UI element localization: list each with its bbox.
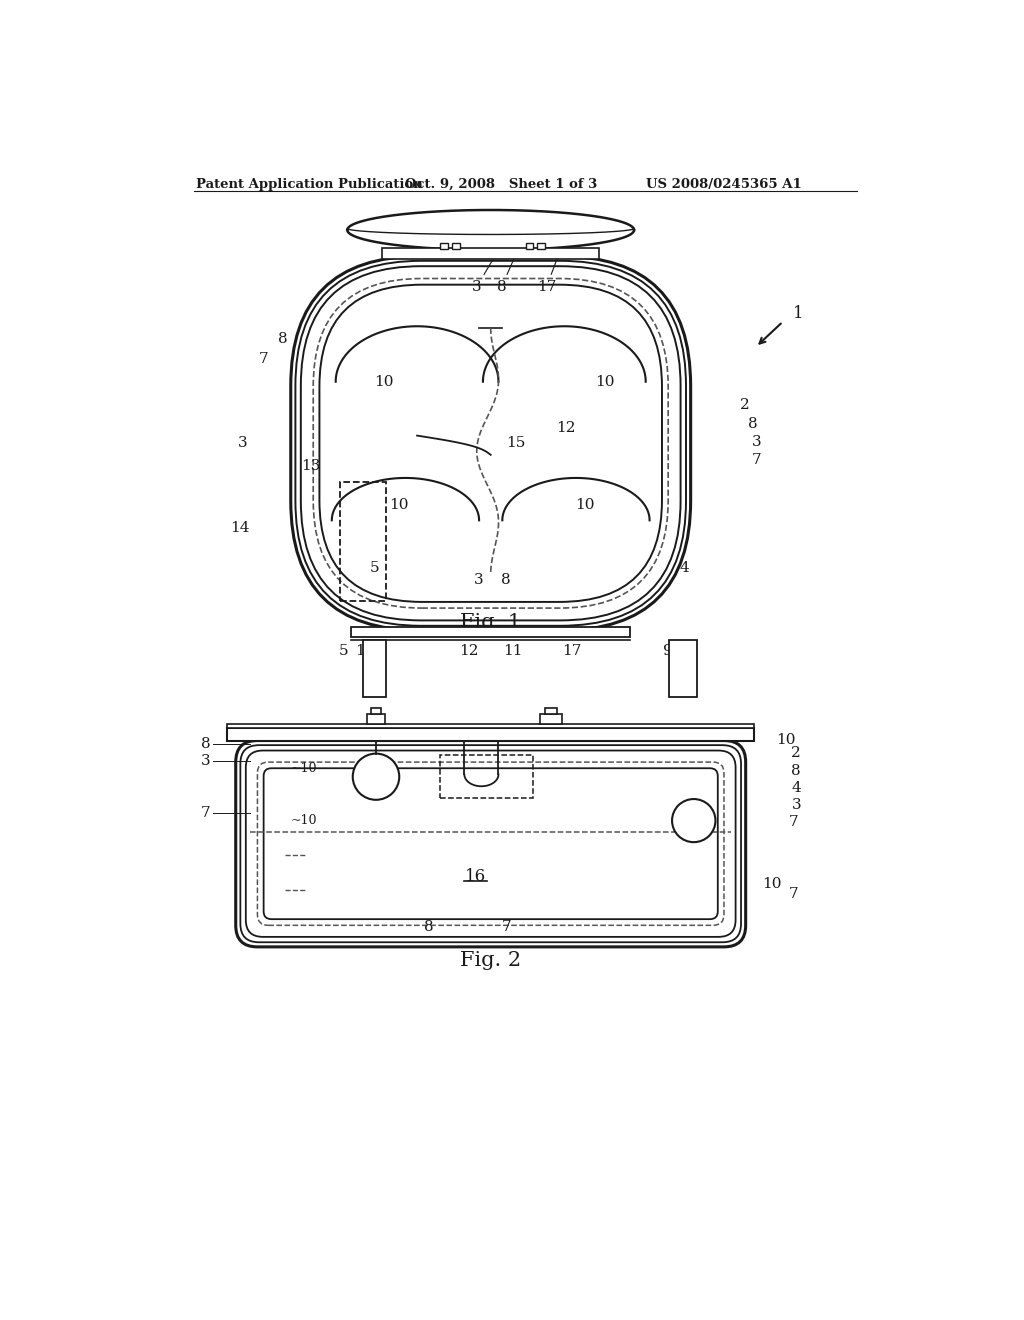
Bar — [371, 709, 381, 714]
Text: 9: 9 — [663, 644, 673, 659]
Text: 15: 15 — [506, 437, 525, 450]
Text: 10: 10 — [776, 733, 796, 747]
Text: 17: 17 — [562, 644, 582, 659]
Text: 4: 4 — [792, 781, 801, 795]
Text: 8: 8 — [502, 573, 511, 586]
Text: Patent Application Publication: Patent Application Publication — [197, 178, 423, 190]
Bar — [351, 627, 630, 638]
Text: 7: 7 — [259, 351, 268, 366]
Text: 8: 8 — [792, 763, 801, 777]
Text: 3: 3 — [201, 754, 210, 767]
Text: 3: 3 — [474, 573, 484, 586]
Circle shape — [672, 799, 716, 842]
Bar — [440, 243, 449, 249]
Bar — [227, 729, 755, 741]
Text: 10: 10 — [575, 498, 595, 512]
Text: US 2008/0245365 A1: US 2008/0245365 A1 — [646, 178, 802, 190]
Text: ~10: ~10 — [291, 814, 317, 828]
Text: 3: 3 — [472, 252, 497, 294]
Text: 2: 2 — [740, 397, 750, 412]
Text: 7: 7 — [201, 807, 210, 820]
Text: 7: 7 — [790, 887, 799, 900]
Text: 7: 7 — [752, 453, 762, 467]
Circle shape — [352, 754, 399, 800]
FancyBboxPatch shape — [291, 256, 690, 631]
Bar — [362, 640, 386, 697]
Bar — [545, 709, 557, 714]
Text: 12: 12 — [556, 421, 575, 434]
Text: 8: 8 — [201, 737, 210, 751]
Text: 14: 14 — [230, 521, 250, 535]
Text: 10: 10 — [374, 375, 393, 388]
Text: 13: 13 — [301, 459, 321, 474]
Text: 10: 10 — [595, 375, 614, 388]
Text: 16: 16 — [465, 867, 485, 884]
Text: ~10: ~10 — [291, 762, 317, 775]
Text: 7: 7 — [790, 816, 799, 829]
Bar — [669, 640, 697, 697]
Bar — [340, 482, 386, 601]
Text: 3: 3 — [752, 434, 762, 449]
Text: 8: 8 — [279, 333, 288, 346]
Text: 5: 5 — [339, 644, 348, 659]
Bar — [382, 248, 599, 259]
Bar — [452, 243, 460, 249]
Text: 8: 8 — [497, 252, 517, 294]
Text: 8: 8 — [424, 920, 433, 933]
Bar — [227, 723, 755, 729]
Text: 7: 7 — [502, 920, 511, 933]
Text: 3: 3 — [792, 799, 801, 812]
Text: 8: 8 — [748, 417, 758, 432]
Text: Fig. 2: Fig. 2 — [460, 952, 521, 970]
Text: 5: 5 — [370, 561, 379, 576]
FancyBboxPatch shape — [236, 741, 745, 946]
Text: Fig. 1: Fig. 1 — [460, 612, 521, 632]
Text: 10: 10 — [389, 498, 409, 512]
Bar — [440, 755, 534, 797]
Bar — [367, 714, 385, 723]
Text: 4: 4 — [680, 561, 689, 576]
Text: 10: 10 — [762, 876, 781, 891]
Bar — [525, 243, 534, 249]
Bar — [541, 714, 562, 723]
Text: 17: 17 — [537, 252, 559, 294]
Text: 13: 13 — [355, 644, 375, 659]
Text: 11: 11 — [503, 644, 522, 659]
Text: Oct. 9, 2008   Sheet 1 of 3: Oct. 9, 2008 Sheet 1 of 3 — [406, 178, 598, 190]
Text: 3: 3 — [238, 437, 248, 450]
Text: 1: 1 — [793, 305, 804, 322]
Text: 12: 12 — [459, 644, 479, 659]
Bar — [538, 243, 545, 249]
Text: 2: 2 — [792, 746, 801, 760]
